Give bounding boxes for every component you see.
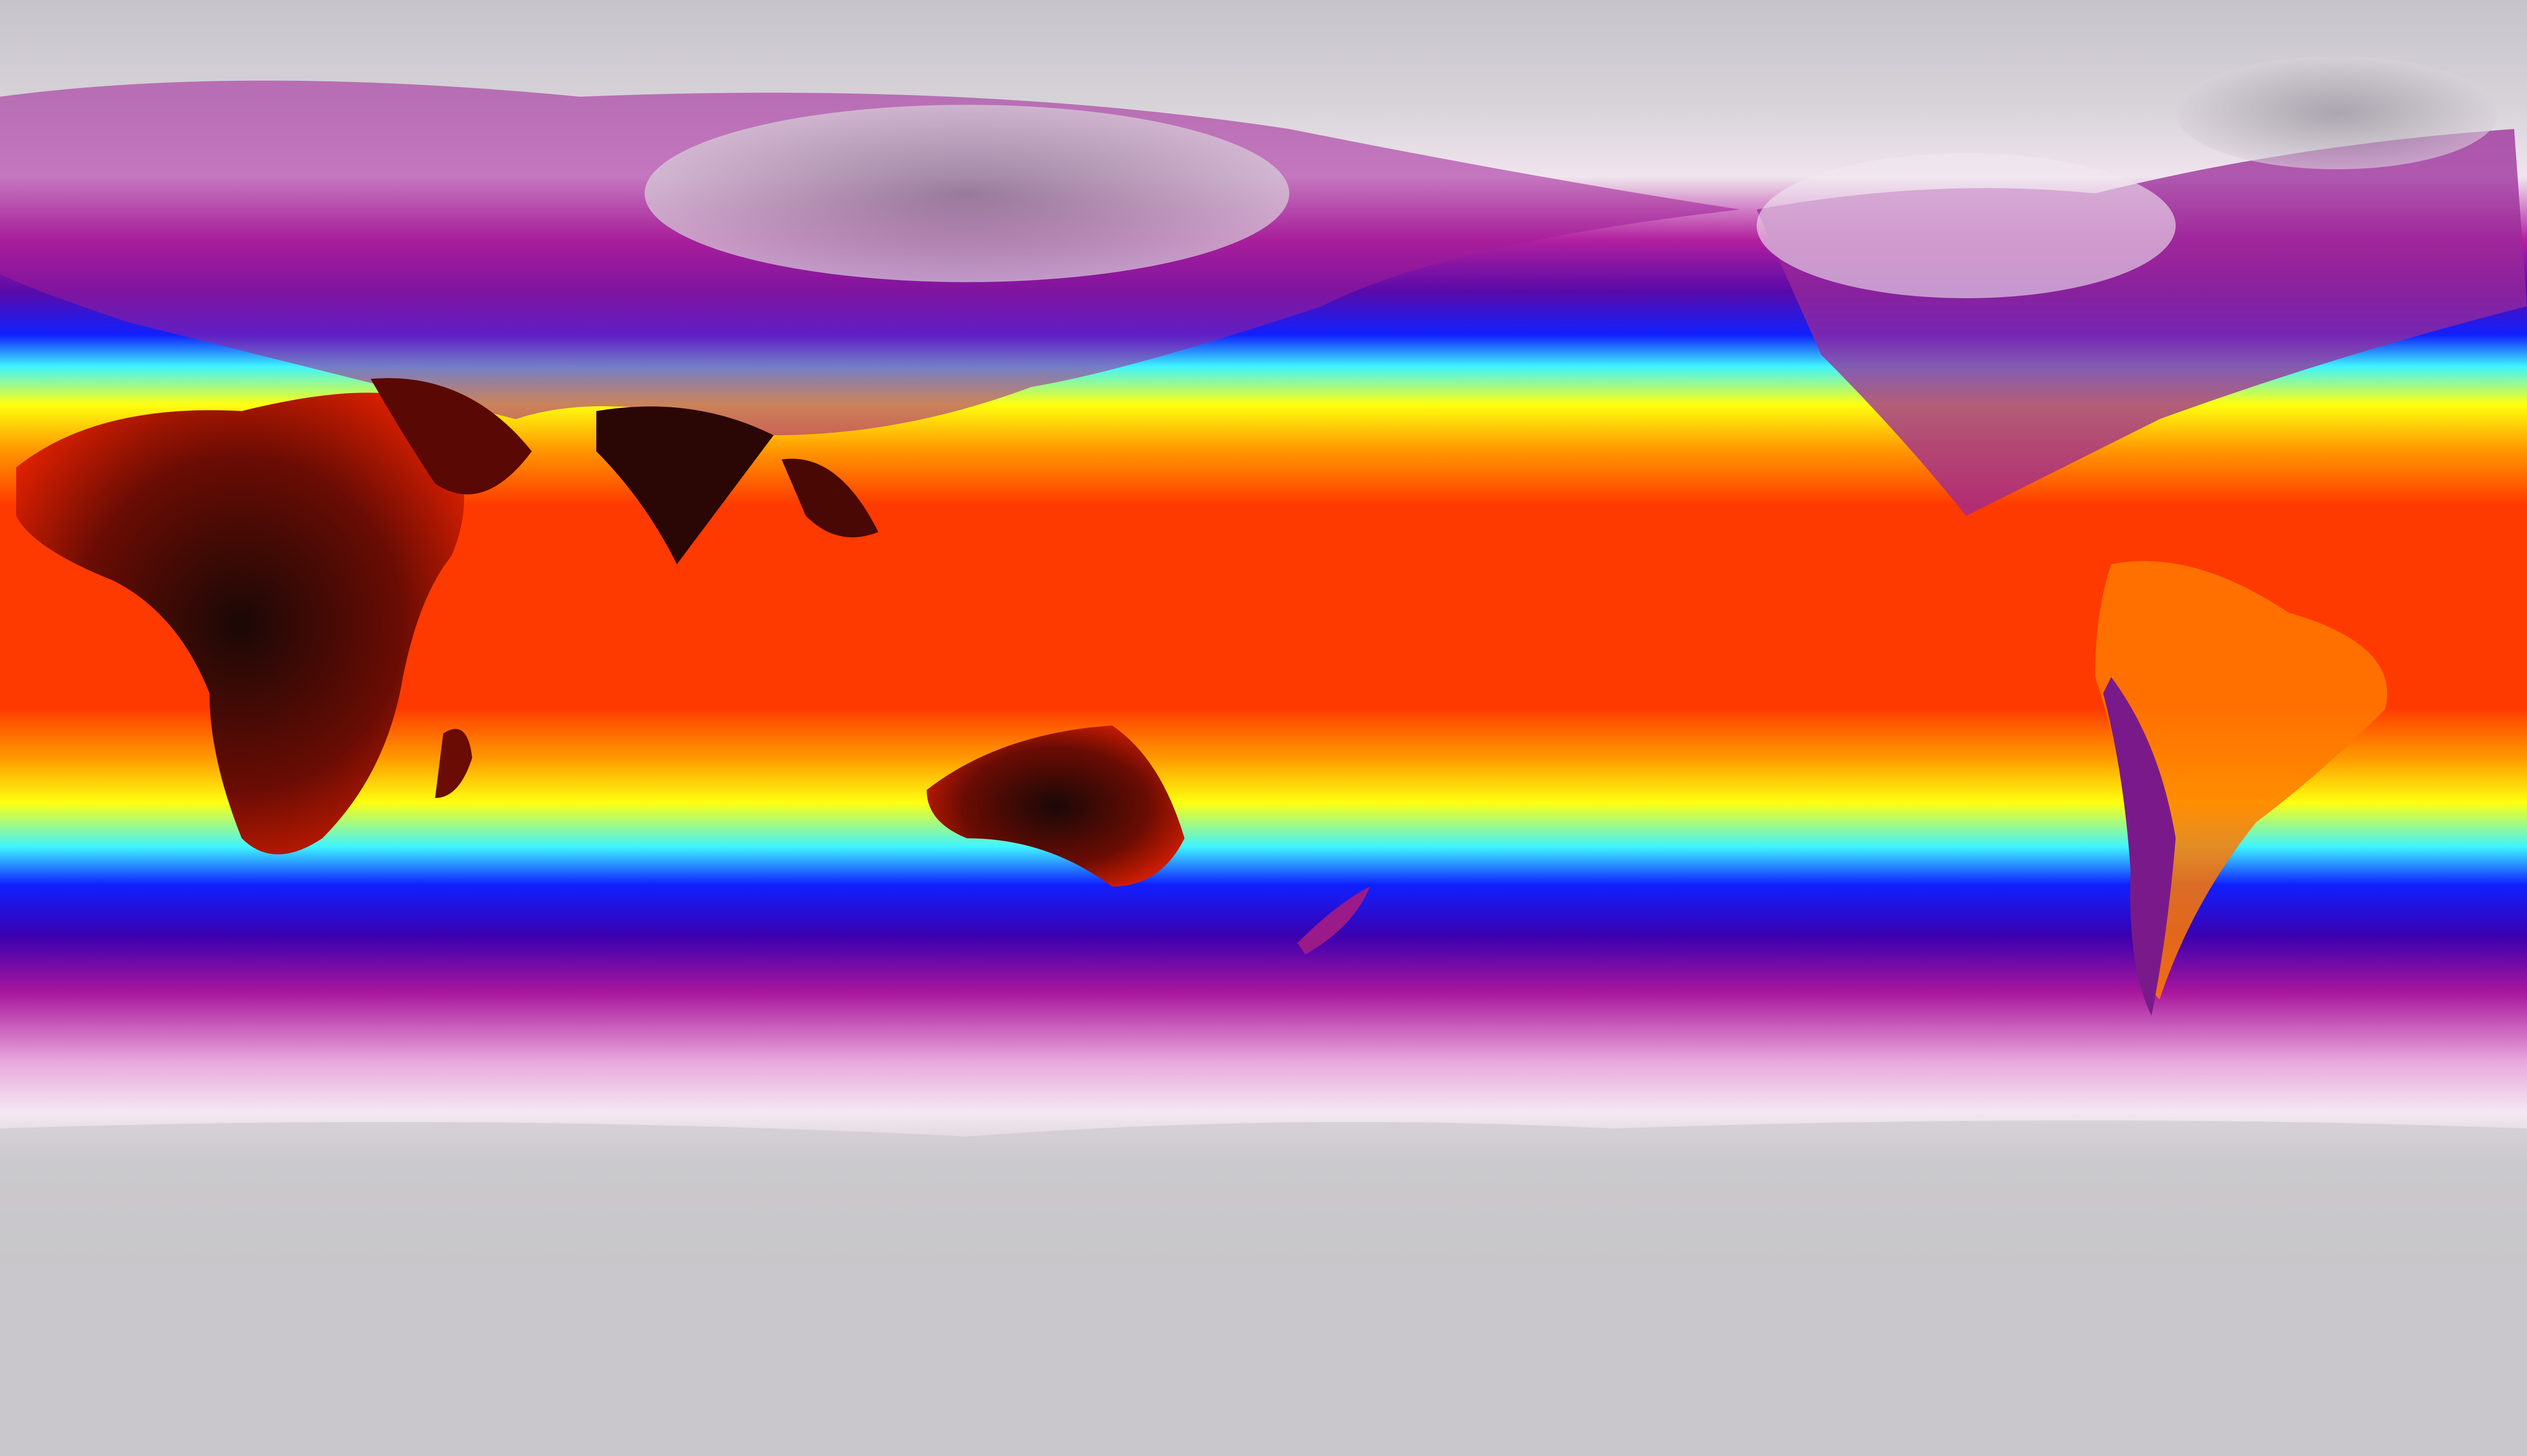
landmass-arabia bbox=[370, 378, 532, 495]
landmass-new-zealand bbox=[1297, 886, 1370, 955]
landmass-southeast-asia bbox=[781, 458, 878, 538]
cold-greenland bbox=[2175, 56, 2498, 169]
landmass-australia bbox=[926, 725, 1185, 887]
landmass-antarctica bbox=[0, 1120, 2527, 1264]
landmass-andes-patagonia bbox=[2103, 677, 2176, 1016]
cold-siberia bbox=[644, 105, 1290, 283]
landmass-india bbox=[596, 406, 774, 565]
cold-north-canada bbox=[1756, 153, 2176, 299]
landmass-madagascar bbox=[435, 729, 473, 798]
global-temperature-map bbox=[0, 0, 2527, 1264]
landmass-africa bbox=[16, 392, 464, 855]
